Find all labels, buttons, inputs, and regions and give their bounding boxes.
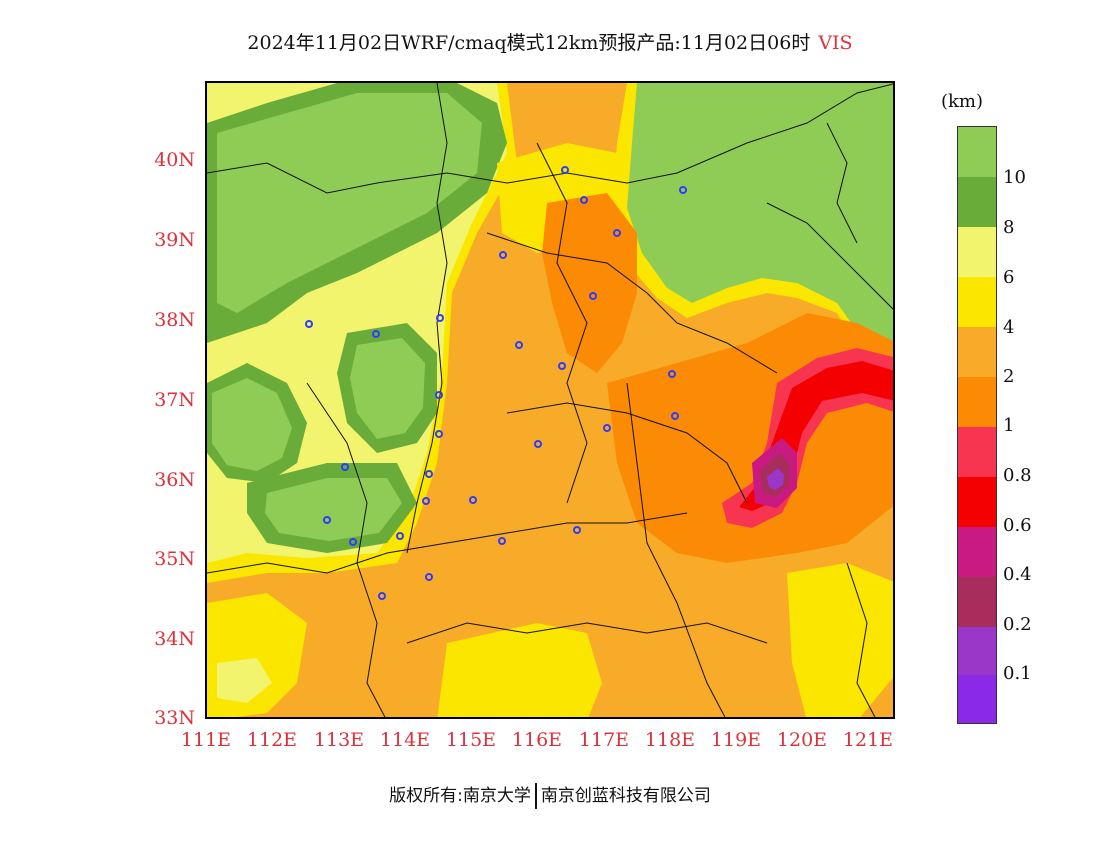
legend-swatch	[958, 277, 996, 327]
x-tick-label: 112E	[246, 729, 298, 751]
zone-yellow-se	[787, 563, 893, 717]
legend-label: 10	[1003, 167, 1026, 188]
y-tick-label: 36N	[154, 469, 195, 491]
legend-label: 8	[1003, 217, 1015, 238]
y-tick-label: 37N	[154, 389, 195, 411]
legend-label: 1	[1003, 415, 1015, 436]
y-tick-label: 35N	[154, 548, 195, 570]
legend-colorbar	[957, 126, 997, 724]
legend-swatch	[958, 227, 996, 277]
visibility-map[interactable]	[205, 81, 895, 719]
y-tick-label: 39N	[154, 229, 195, 251]
zone-green-nw	[217, 93, 482, 313]
x-tick-label: 116E	[511, 729, 563, 751]
x-tick-label: 114E	[379, 729, 431, 751]
footer-right: 南京创蓝科技有限公司	[540, 786, 711, 806]
admin-boundaries	[207, 83, 893, 717]
legend-label: 2	[1003, 366, 1015, 387]
city-markers	[305, 166, 687, 600]
zone-purple-east	[767, 468, 784, 490]
x-tick-label: 121E	[842, 729, 894, 751]
y-tick-label: 33N	[154, 707, 195, 729]
zone-green-w	[212, 378, 292, 471]
legend-label: 4	[1003, 317, 1015, 338]
y-tick-label: 34N	[154, 628, 195, 650]
footer-separator	[534, 783, 537, 809]
legend-swatch	[958, 675, 996, 723]
legend-swatch	[958, 327, 996, 377]
footer-left: 版权所有:南京大学	[389, 786, 531, 806]
x-tick-label: 120E	[776, 729, 828, 751]
y-tick-label: 38N	[154, 309, 195, 331]
legend-swatch	[958, 627, 996, 675]
legend-swatch	[958, 127, 996, 177]
zone-green-ne	[627, 83, 893, 343]
title-variable: VIS	[818, 32, 853, 54]
x-tick-label: 113E	[313, 729, 365, 751]
legend-swatch	[958, 577, 996, 627]
x-tick-label: 115E	[445, 729, 497, 751]
x-tick-label: 118E	[644, 729, 696, 751]
title-text: 2024年11月02日WRF/cmaq模式12km预报产品:11月02日06时	[247, 32, 811, 54]
chart-title: 2024年11月02日WRF/cmaq模式12km预报产品:11月02日06时 V…	[0, 28, 1100, 55]
legend-label: 6	[1003, 267, 1015, 288]
legend-label: 0.8	[1003, 465, 1032, 486]
zone-green-c	[350, 338, 425, 439]
legend-swatch	[958, 377, 996, 427]
zone-green-sw	[265, 478, 402, 541]
legend-unit: (km)	[941, 91, 984, 112]
legend-swatch	[958, 177, 996, 227]
legend-label: 0.4	[1003, 564, 1032, 585]
legend-swatch	[958, 427, 996, 477]
legend-label: 0.1	[1003, 663, 1032, 684]
x-tick-label: 119E	[710, 729, 762, 751]
zone-light-yellow-sw	[217, 658, 272, 703]
zone-yellow-south	[437, 623, 602, 717]
legend-swatch	[958, 477, 996, 527]
x-tick-label: 111E	[180, 729, 232, 751]
legend-label: 0.2	[1003, 614, 1032, 635]
legend-label: 0.6	[1003, 515, 1032, 536]
y-tick-label: 40N	[154, 149, 195, 171]
x-tick-label: 117E	[578, 729, 630, 751]
legend-swatch	[958, 527, 996, 577]
copyright-footer: 版权所有:南京大学 南京创蓝科技有限公司	[0, 781, 1100, 809]
zone-orange-plume	[542, 193, 637, 373]
